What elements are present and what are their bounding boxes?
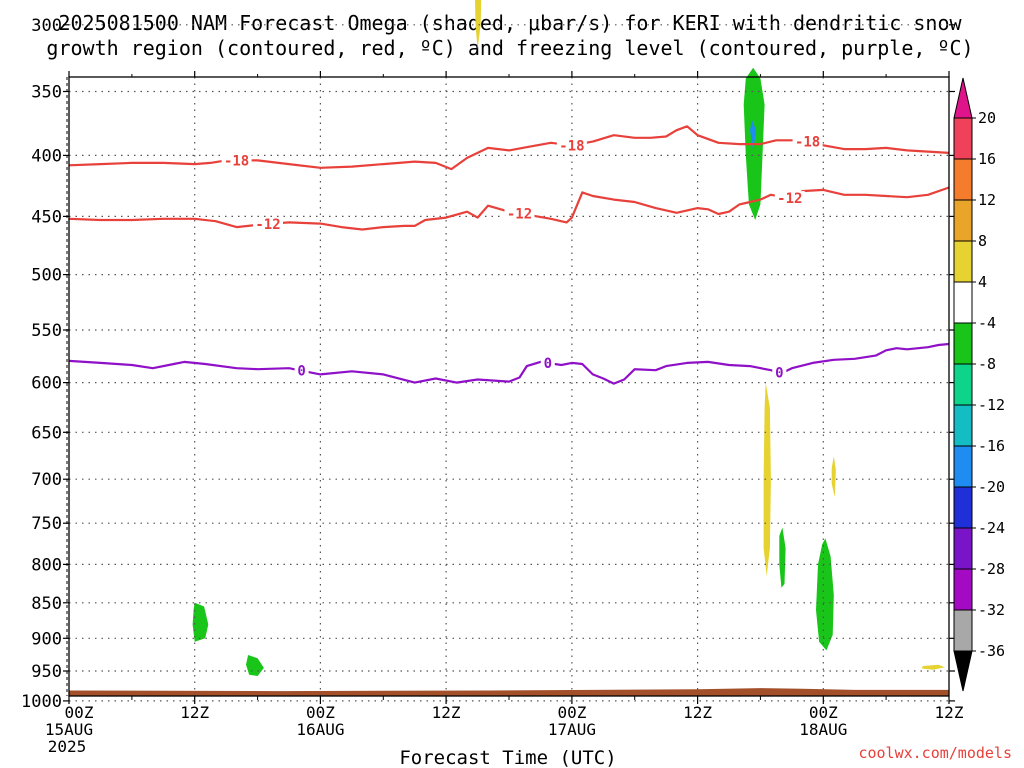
omega-region-9 xyxy=(921,664,945,670)
y-tick-label-550: 550 xyxy=(31,321,62,341)
omega-region-4 xyxy=(779,527,786,588)
y-tick-label-300: 300 xyxy=(31,16,62,36)
x-tick-date-72: 18AUG xyxy=(799,720,847,739)
y-tick-label-750: 750 xyxy=(31,514,62,534)
colorbar-label-5: -4 xyxy=(978,314,996,332)
x-axis-label: Forecast Time (UTC) xyxy=(399,747,616,768)
x-tick-date-0: 15AUG xyxy=(45,720,93,739)
colorbar-label-1: 16 xyxy=(978,150,996,168)
y-tick-label-950: 950 xyxy=(31,662,62,682)
contour-label-frz-0-1: 0 xyxy=(544,356,552,372)
contour-label-dgz-18-0: -18 xyxy=(224,153,249,169)
x-tick-label-72: 00Z xyxy=(809,703,838,722)
y-tick-label-900: 900 xyxy=(31,629,62,649)
x-tick-label-84: 12Z xyxy=(935,703,964,722)
colorbar-label-2: 12 xyxy=(978,191,996,209)
omega-region-7 xyxy=(192,602,209,642)
y-axis: 2503003504004505005506006507007508008509… xyxy=(21,16,955,712)
omega-region-3 xyxy=(763,382,771,577)
omega-shading-layer xyxy=(192,0,945,676)
colorbar-label-12: -32 xyxy=(978,601,1005,619)
omega-region-0 xyxy=(475,0,482,50)
contour-label-dgz-18-2: -18 xyxy=(795,135,820,151)
colorbar-label-4: 4 xyxy=(978,273,987,291)
x-tick-label-48: 00Z xyxy=(557,703,586,722)
colorbar-label-13: -36 xyxy=(978,642,1005,660)
colorbar-top-arrow xyxy=(953,77,973,119)
colorbar-segment-0 xyxy=(953,117,973,160)
colorbar-segment-10 xyxy=(953,527,973,570)
y-tick-label-450: 450 xyxy=(31,207,62,227)
colorbar-label-10: -24 xyxy=(978,519,1005,537)
colorbar-label-6: -8 xyxy=(978,355,996,373)
y-tick-label-700: 700 xyxy=(31,470,62,490)
contour-label-frz-0-2: 0 xyxy=(775,366,783,382)
colorbar-segment-9 xyxy=(953,486,973,529)
credit-text: coolwx.com/models xyxy=(858,744,1012,762)
contour-layer: -18 -18 -18 -12 -12 -12 0 0 0 xyxy=(68,125,950,385)
colorbar-label-11: -28 xyxy=(978,560,1005,578)
contour-label-bg-dgz-18-1 xyxy=(556,138,587,153)
title-line-1: 2025081500 NAM Forecast Omega (shaded, μ… xyxy=(58,11,962,35)
colorbar-segment-11 xyxy=(953,568,973,611)
y-tick-label-400: 400 xyxy=(31,146,62,166)
colorbar-segment-3 xyxy=(953,240,973,283)
omega-region-5 xyxy=(831,456,836,498)
chart-title: 2025081500 NAM Forecast Omega (shaded, μ… xyxy=(46,11,973,60)
x-tick-label-0: 00Z xyxy=(65,703,94,722)
colorbar-label-8: -16 xyxy=(978,437,1005,455)
y-tick-label-600: 600 xyxy=(31,374,62,394)
omega-region-2 xyxy=(750,120,757,151)
x-tick-date-24: 16AUG xyxy=(296,720,344,739)
y-tick-label-800: 800 xyxy=(31,555,62,575)
colorbar-segment-6 xyxy=(953,363,973,406)
contour-label-dgz-18-1: -18 xyxy=(559,138,584,154)
omega-region-6 xyxy=(816,538,834,651)
y-tick-label-1000: 1000 xyxy=(21,692,62,712)
y-tick-label-500: 500 xyxy=(31,266,62,286)
ground-terrain xyxy=(69,688,949,696)
contour-label-bg-dgz-18-0 xyxy=(221,153,252,168)
y-tick-label-650: 650 xyxy=(31,423,62,443)
contour-label-bg-dgz-18-2 xyxy=(792,134,823,149)
contour-label-dgz-12-0: -12 xyxy=(255,217,280,233)
y-tick-label-850: 850 xyxy=(31,594,62,614)
x-tick-year-0: 2025 xyxy=(48,737,87,756)
colorbar-label-0: 20 xyxy=(978,109,996,127)
colorbar: 20 16 12 8 4 -4 -8 -12 -16 -20 -24 -28 -32 -36 xyxy=(953,77,1005,692)
colorbar-label-3: 8 xyxy=(978,232,987,250)
contour-label-bg-frz-0-0 xyxy=(294,363,309,378)
x-tick-label-24: 00Z xyxy=(306,703,335,722)
y-tick-label-350: 350 xyxy=(31,83,62,103)
colorbar-segment-4 xyxy=(953,281,973,324)
contour-label-bg-frz-0-1 xyxy=(540,356,555,370)
colorbar-segment-1 xyxy=(953,158,973,201)
x-tick-label-36: 12Z xyxy=(432,703,461,722)
x-tick-date-48: 17AUG xyxy=(548,720,596,739)
x-tick-label-60: 12Z xyxy=(683,703,712,722)
contour-label-frz-0-0: 0 xyxy=(297,364,305,380)
contour-label-bg-frz-0-2 xyxy=(772,365,787,380)
contour-label-dgz-12-2: -12 xyxy=(777,191,802,207)
contour-label-bg-dgz-12-2 xyxy=(774,191,805,206)
ground-layer xyxy=(69,688,949,696)
colorbar-segment-8 xyxy=(953,445,973,488)
colorbar-segment-12 xyxy=(953,609,973,652)
colorbar-segment-5 xyxy=(953,322,973,365)
colorbar-segment-2 xyxy=(953,199,973,242)
colorbar-label-7: -12 xyxy=(978,396,1005,414)
colorbar-bottom-arrow xyxy=(953,650,973,692)
colorbar-label-9: -20 xyxy=(978,478,1005,496)
x-tick-label-12: 12Z xyxy=(180,703,209,722)
contour-label-bg-dgz-12-1 xyxy=(504,206,535,221)
colorbar-segment-7 xyxy=(953,404,973,447)
contour-line-frz-0 xyxy=(68,342,950,385)
contour-label-bg-dgz-12-0 xyxy=(253,217,283,231)
title-line-2: growth region (contoured, red, ºC) and f… xyxy=(46,36,973,60)
omega-region-8 xyxy=(246,655,264,676)
contour-label-dgz-12-1: -12 xyxy=(507,206,532,222)
